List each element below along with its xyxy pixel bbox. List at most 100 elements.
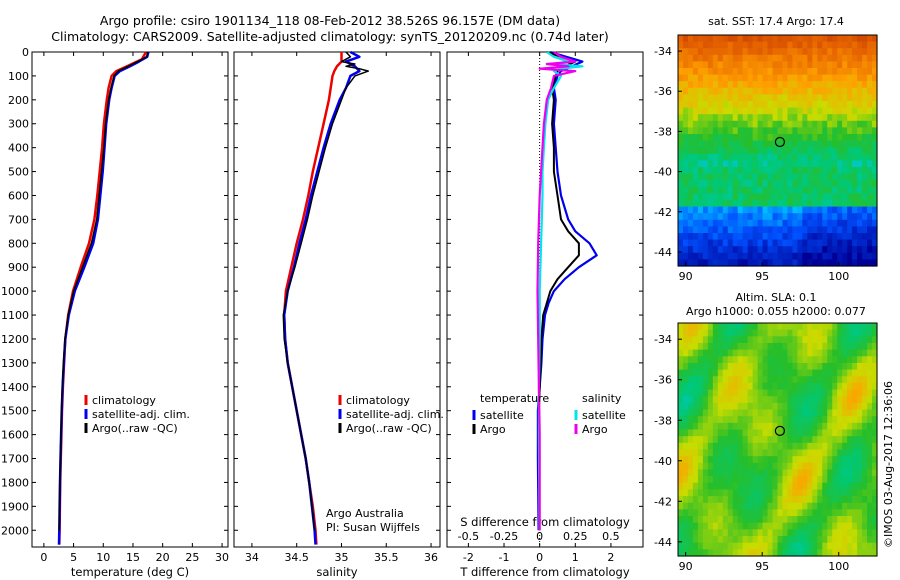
- map-cell: [687, 349, 694, 357]
- x-tick-label: -1: [499, 551, 510, 564]
- map-cell: [727, 114, 734, 122]
- map-cell: [777, 107, 784, 115]
- map-cell: [852, 160, 858, 168]
- map-cell: [682, 68, 689, 76]
- map-cell: [717, 153, 724, 161]
- map-cell: [792, 101, 798, 109]
- map-cell: [732, 87, 739, 95]
- map-cell: [862, 389, 868, 397]
- map-cell: [782, 180, 789, 188]
- map-cell: [837, 233, 843, 241]
- map-cell: [697, 369, 704, 377]
- map-cell: [777, 147, 784, 155]
- map-cell: [767, 200, 774, 208]
- map-cell: [787, 160, 794, 168]
- map-cell: [742, 409, 749, 417]
- map-cell: [872, 54, 878, 62]
- map-cell: [772, 536, 779, 544]
- map-cell: [747, 482, 754, 491]
- map-cell: [852, 94, 858, 102]
- map-cell: [732, 186, 739, 194]
- map-cell: [712, 239, 719, 247]
- map-cell: [687, 456, 694, 464]
- map-cell: [827, 259, 833, 267]
- map-cell: [852, 516, 858, 524]
- map-cell: [872, 120, 878, 128]
- y-tick-label: 400: [8, 142, 29, 155]
- map-cell: [822, 342, 828, 351]
- map-cell: [827, 127, 833, 135]
- map-cell: [687, 35, 694, 43]
- map-cell: [822, 429, 828, 437]
- map-cell: [792, 239, 798, 247]
- map-cell: [812, 436, 818, 444]
- map-cell: [727, 87, 734, 95]
- map-cell: [717, 509, 724, 517]
- map-cell: [792, 356, 798, 364]
- map-cell: [867, 482, 873, 491]
- map-cell: [692, 329, 699, 337]
- map-cell: [767, 342, 774, 351]
- map-cell: [787, 74, 794, 82]
- map-cell: [842, 442, 848, 451]
- map-cell: [807, 186, 813, 194]
- map-cell: [852, 323, 858, 331]
- y-tick-label: 1000: [1, 285, 29, 298]
- map-cell: [862, 94, 868, 102]
- map-cell: [842, 48, 848, 56]
- x-tick-label: 15: [126, 551, 140, 564]
- map-cell: [787, 429, 794, 437]
- map-cell: [852, 496, 858, 504]
- map-cell: [697, 41, 704, 49]
- map-cell: [832, 48, 838, 56]
- map-cell: [727, 462, 734, 471]
- map-cell: [702, 114, 709, 122]
- map-cell: [832, 193, 838, 201]
- map-cell: [837, 140, 843, 148]
- map-cell: [857, 252, 863, 260]
- map-cell: [757, 362, 764, 371]
- map-cell: [678, 349, 684, 357]
- map-cell: [712, 436, 719, 444]
- map-cell: [812, 389, 818, 397]
- map-cell: [772, 342, 779, 351]
- map-cell: [817, 409, 823, 417]
- y-tick-label: 200: [8, 94, 29, 107]
- map-cell: [697, 476, 704, 484]
- map-cell: [782, 173, 789, 181]
- map-cell: [782, 323, 789, 331]
- x-tick-label: 36: [424, 551, 438, 564]
- map-cell: [742, 336, 749, 344]
- map-cell: [837, 68, 843, 76]
- map-cell: [782, 252, 789, 260]
- map-cell: [797, 376, 803, 384]
- map-cell: [797, 476, 803, 484]
- map-cell: [772, 173, 779, 181]
- map-cell: [678, 140, 684, 148]
- map-cell: [747, 529, 754, 537]
- map-cell: [712, 107, 719, 115]
- map-cell: [712, 402, 719, 411]
- map-cell: [737, 200, 744, 208]
- map-cell: [732, 94, 739, 102]
- map-cell: [687, 61, 694, 69]
- map-cell: [777, 153, 784, 161]
- map-cell: [782, 186, 789, 194]
- map-cell: [852, 409, 858, 417]
- map-cell: [678, 429, 684, 437]
- map-cell: [777, 35, 784, 43]
- map-cell: [682, 127, 689, 135]
- y-tick-label: 2000: [1, 524, 29, 537]
- map-cell: [847, 522, 853, 530]
- map-cell: [867, 87, 873, 95]
- map-cell: [717, 193, 724, 201]
- map-cell: [842, 233, 848, 241]
- map-cell: [747, 140, 754, 148]
- map-cell: [702, 54, 709, 62]
- map-cell: [697, 549, 704, 557]
- map-cell: [732, 323, 739, 331]
- map-cell: [737, 542, 744, 550]
- map-cell: [737, 369, 744, 377]
- map-cell: [787, 134, 794, 142]
